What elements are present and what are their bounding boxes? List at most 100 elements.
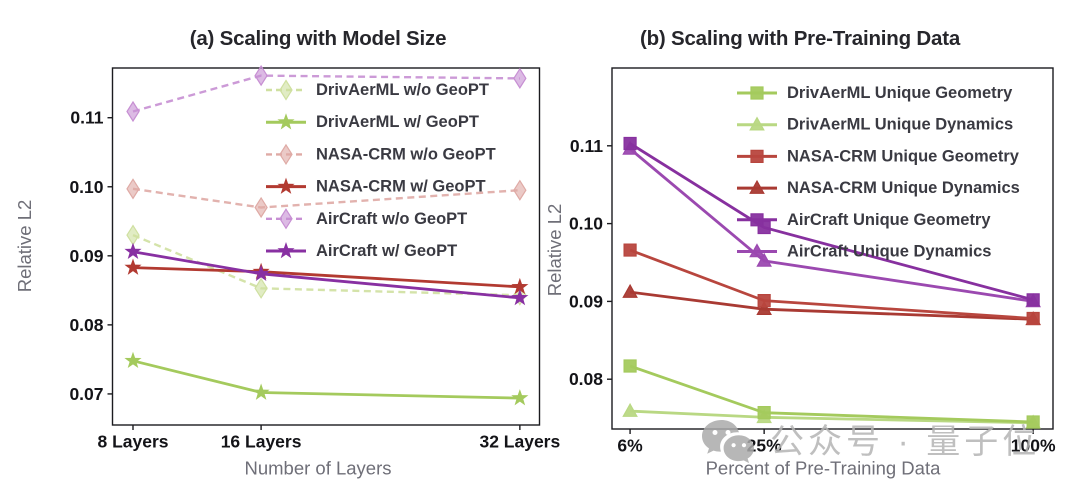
y-tick-label: 0.07 xyxy=(69,384,103,404)
x-tick-label: 16 Layers xyxy=(221,432,302,452)
plot-frame xyxy=(111,67,541,426)
series-aircraft-w-geopt xyxy=(124,242,529,306)
legend-label: DrivAerML w/ GeoPT xyxy=(316,113,479,131)
diamond-marker xyxy=(254,64,268,87)
square-marker xyxy=(623,243,637,257)
x-tick-label: 100% xyxy=(1011,436,1056,456)
triangle-marker xyxy=(749,243,765,258)
legend-label: DrivAerML Unique Dynamics xyxy=(787,116,1013,134)
triangle-marker xyxy=(622,283,638,298)
legend-label: AirCraft w/o GeoPT xyxy=(316,210,467,228)
square-marker xyxy=(1026,293,1040,307)
star-marker xyxy=(277,242,295,259)
legend-label: NASA-CRM w/ GeoPT xyxy=(316,178,486,196)
legend-item-nasa-crm-unique-geometry: NASA-CRM Unique Geometry xyxy=(737,147,1020,165)
star-marker xyxy=(511,389,529,406)
legend-item-aircraft-w-o-geopt: AirCraft w/o GeoPT xyxy=(266,208,467,230)
square-marker xyxy=(623,136,637,151)
star-marker xyxy=(124,242,142,259)
series-line xyxy=(132,266,520,289)
series-line xyxy=(132,359,520,400)
square-marker xyxy=(750,149,764,163)
series-nasa-crm-w-o-geopt xyxy=(126,178,527,219)
y-tick-label: 0.09 xyxy=(569,291,603,311)
y-tick-label: 0.11 xyxy=(570,136,603,156)
diamond-marker xyxy=(254,196,268,219)
star-marker xyxy=(124,351,142,369)
x-tick-label: 6% xyxy=(617,436,643,456)
legend-label: AirCraft Unique Geometry xyxy=(787,211,991,229)
y-axis-label: Relative L2 xyxy=(544,204,565,297)
series-nasa-crm-w-geopt xyxy=(124,258,529,295)
legend-item-nasa-crm-w-o-geopt: NASA-CRM w/o GeoPT xyxy=(266,143,496,166)
square-marker xyxy=(1026,311,1040,326)
legend-item-aircraft-w-geopt: AirCraft w/ GeoPT xyxy=(266,242,457,260)
square-marker xyxy=(757,406,771,420)
square-marker xyxy=(750,86,764,100)
star-marker xyxy=(252,264,270,282)
diamond-marker xyxy=(126,178,140,200)
y-tick-label: 0.09 xyxy=(69,246,103,266)
chart-title: (b) Scaling with Pre-Training Data xyxy=(640,27,961,50)
chart-title: (a) Scaling with Model Size xyxy=(190,27,447,50)
panel-b: 0.11 0.10 0.09 0.08 6% 25% 100% (b) Scaling wit… xyxy=(544,27,1056,479)
x-axis-label: Number of Layers xyxy=(244,458,391,479)
legend-item-nasa-crm-unique-dynamics: NASA-CRM Unique Dynamics xyxy=(737,179,1020,197)
triangle-marker xyxy=(756,252,772,267)
star-marker xyxy=(511,288,529,306)
triangle-marker xyxy=(749,179,765,194)
y-tick-label: 0.10 xyxy=(569,214,603,234)
diamond-marker xyxy=(513,67,527,89)
diamond-marker xyxy=(513,179,527,201)
legend-item-drivaerml-unique-dynamics: DrivAerML Unique Dynamics xyxy=(737,116,1013,134)
x-tick-label: 25% xyxy=(747,436,782,456)
triangle-marker xyxy=(622,402,638,417)
y-axis-label: Relative L2 xyxy=(14,200,35,293)
y-tick-label: 0.08 xyxy=(569,369,603,389)
diamond-marker xyxy=(126,100,140,123)
legend-item-aircraft-unique-dynamics: AirCraft Unique Dynamics xyxy=(737,243,991,261)
series-aircraft-w-o-geopt xyxy=(126,64,527,123)
triangle-marker xyxy=(749,116,765,131)
diamond-marker xyxy=(279,208,293,230)
series-nasa-crm-unique-geometry xyxy=(623,243,1040,326)
legend-item-drivaerml-w-geopt: DrivAerML w/ GeoPT xyxy=(266,113,479,131)
square-marker xyxy=(757,294,771,308)
star-marker xyxy=(277,177,295,194)
square-marker xyxy=(623,359,637,373)
diamond-marker xyxy=(126,224,140,246)
diamond-marker xyxy=(279,79,293,101)
x-axis-label: Percent of Pre-Training Data xyxy=(706,458,941,479)
legend-label: DrivAerML w/o GeoPT xyxy=(316,81,489,99)
square-marker xyxy=(750,213,764,227)
legend-label: NASA-CRM Unique Dynamics xyxy=(787,179,1020,197)
legend-item-drivaerml-w-o-geopt: DrivAerML w/o GeoPT xyxy=(266,79,489,101)
legend-item-drivaerml-unique-geometry: DrivAerML Unique Geometry xyxy=(737,84,1013,102)
panel-a: 0.11 0.10 0.09 0.08 0.07 8 Layers 16 Layers 32 … xyxy=(14,27,561,479)
legend-label: NASA-CRM w/o GeoPT xyxy=(316,145,496,163)
legend-item-aircraft-unique-geometry: AirCraft Unique Geometry xyxy=(737,211,991,229)
legend-label: DrivAerML Unique Geometry xyxy=(787,84,1013,102)
plot-frame xyxy=(611,67,1054,430)
y-tick-label: 0.11 xyxy=(70,108,103,128)
series-drivaerml-w-geopt xyxy=(124,351,529,406)
triangle-marker xyxy=(756,300,772,315)
x-tick-label: 32 Layers xyxy=(479,432,560,452)
star-marker xyxy=(511,277,529,295)
legend-item-nasa-crm-w-geopt: NASA-CRM w/ GeoPT xyxy=(266,177,486,196)
legend: DrivAerML Unique Geometry DrivAerML Uniqu… xyxy=(737,84,1020,261)
legend-label: AirCraft Unique Dynamics xyxy=(787,243,991,261)
star-marker xyxy=(277,113,295,130)
y-tick-label: 0.08 xyxy=(69,315,103,335)
x-tick-label: 8 Layers xyxy=(97,432,168,452)
legend-label: AirCraft w/ GeoPT xyxy=(316,242,457,260)
legend: DrivAerML w/o GeoPT DrivAerML w/ GeoPT NAS… xyxy=(266,79,496,260)
series-drivaerml-unique-geometry xyxy=(623,359,1040,429)
star-marker xyxy=(252,383,270,400)
star-marker xyxy=(124,258,142,275)
y-tick-label: 0.10 xyxy=(69,177,103,197)
square-marker xyxy=(1026,415,1040,429)
diamond-marker xyxy=(254,277,268,299)
